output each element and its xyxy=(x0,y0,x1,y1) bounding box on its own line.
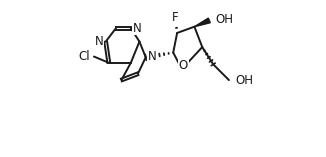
Text: N: N xyxy=(148,50,156,63)
Text: N: N xyxy=(95,35,103,48)
Text: O: O xyxy=(179,59,188,72)
Text: OH: OH xyxy=(235,74,253,87)
Text: OH: OH xyxy=(215,13,233,26)
Text: N: N xyxy=(133,22,141,35)
Text: Cl: Cl xyxy=(79,50,91,63)
Text: F: F xyxy=(172,11,179,24)
Polygon shape xyxy=(194,18,210,27)
